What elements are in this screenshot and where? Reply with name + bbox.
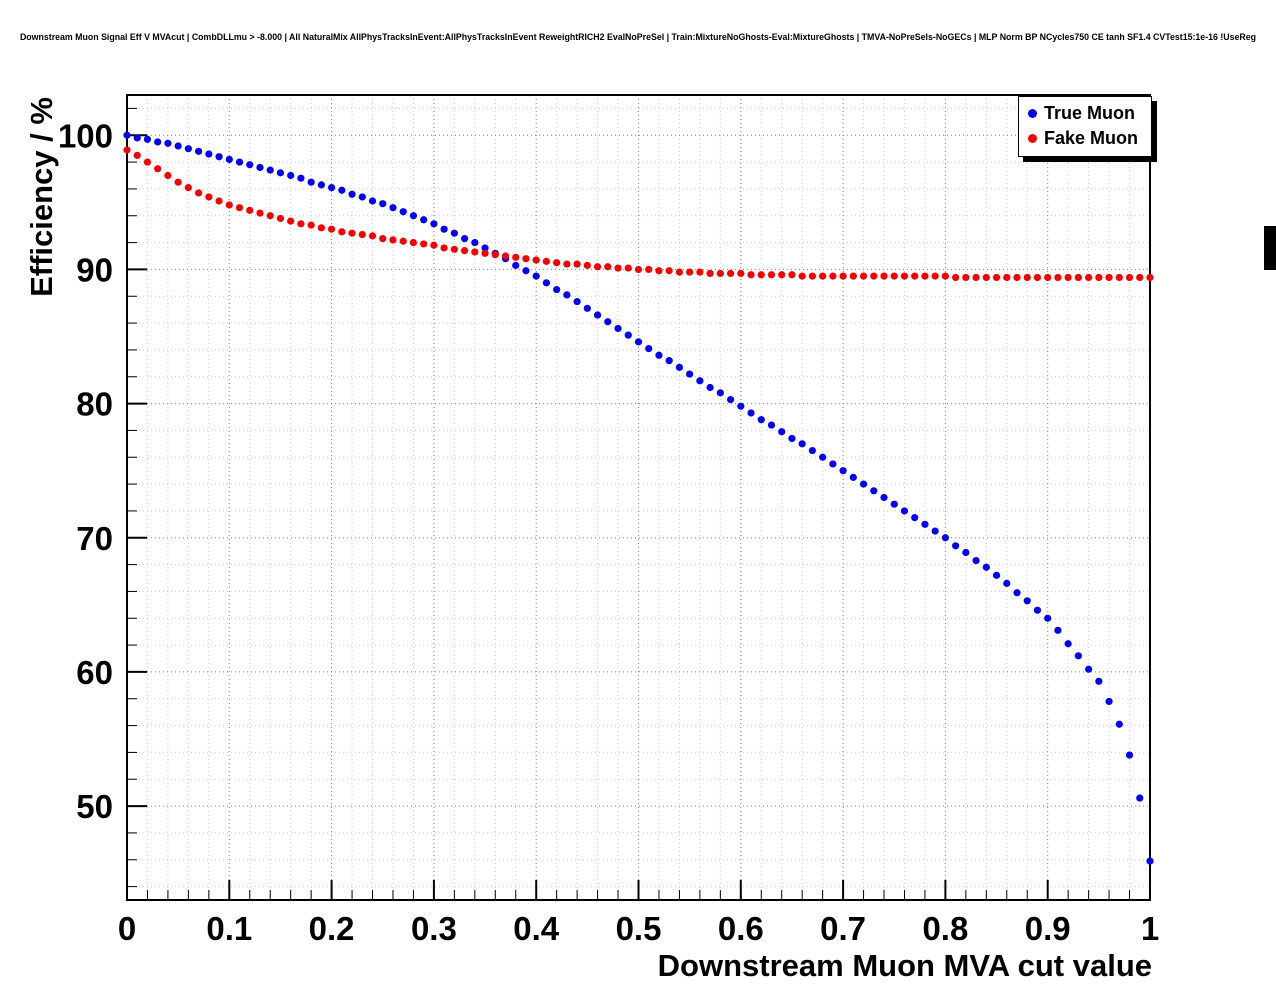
svg-text:0.7: 0.7	[820, 910, 866, 947]
svg-text:0.6: 0.6	[718, 910, 764, 947]
x-axis-title: Downstream Muon MVA cut value	[657, 948, 1152, 983]
true-muon-marker-icon	[1028, 109, 1037, 118]
svg-text:50: 50	[76, 788, 113, 825]
svg-text:0.1: 0.1	[206, 910, 252, 947]
svg-text:90: 90	[76, 251, 113, 288]
screen-edge-artifact	[1264, 226, 1276, 270]
legend-entry-true-muon: True Muon	[1019, 101, 1151, 126]
fake-muon-marker-icon	[1028, 134, 1037, 143]
minor-grid	[127, 95, 1150, 900]
series-true-muon	[123, 131, 1154, 865]
legend-label-fake-muon: Fake Muon	[1044, 128, 1139, 148]
svg-text:0.8: 0.8	[922, 910, 968, 947]
svg-text:0.9: 0.9	[1025, 910, 1071, 947]
legend-box: True Muon Fake Muon	[1018, 96, 1152, 157]
legend-label-true-muon: True Muon	[1044, 103, 1135, 123]
chart-title: Downstream Muon Signal Eff V MVAcut | Co…	[19, 32, 1257, 42]
svg-text:1: 1	[1141, 910, 1159, 947]
svg-text:80: 80	[76, 386, 113, 423]
major-grid	[127, 95, 1150, 900]
svg-text:0: 0	[118, 910, 136, 947]
legend-entry-fake-muon: Fake Muon	[1019, 126, 1151, 151]
svg-text:0.5: 0.5	[616, 910, 662, 947]
svg-text:0.2: 0.2	[309, 910, 355, 947]
y-axis-title: Efficiency / %	[24, 97, 59, 297]
svg-text:0.3: 0.3	[411, 910, 457, 947]
svg-text:100: 100	[58, 117, 113, 154]
series-fake-muon	[123, 146, 1154, 282]
svg-text:60: 60	[76, 654, 113, 691]
tick-labels: 0 0.1 0.2 0.3 0.4 0.5 0.6 0.7 0.8 0.9 1 50 60 70 80 90 1…	[58, 117, 1159, 947]
svg-text:0.4: 0.4	[513, 910, 560, 947]
svg-text:70: 70	[76, 520, 113, 557]
